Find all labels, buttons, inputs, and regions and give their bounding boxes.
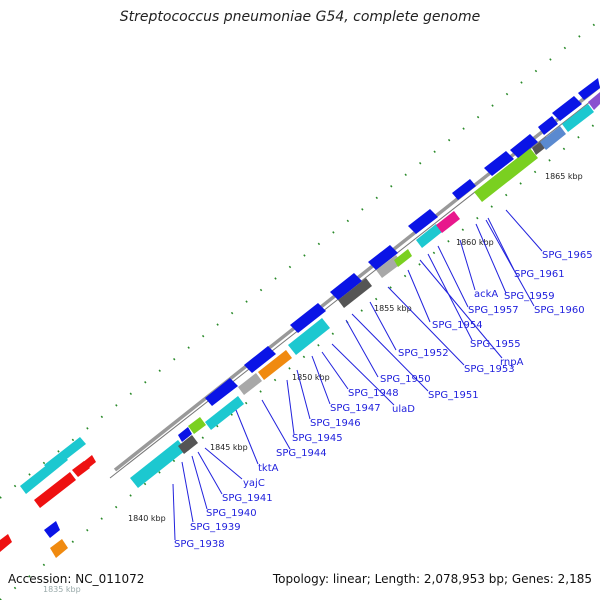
gene-upper: [205, 396, 244, 430]
gene-upper: [394, 249, 412, 267]
gene-labels: SPG_1938 SPG_1939 SPG_1940 SPG_1941 yajC…: [174, 250, 593, 550]
gene-label: SPG_1945: [292, 433, 343, 444]
gene-label: SPG_1965: [542, 250, 593, 261]
gene-label: rnpA: [500, 357, 524, 368]
gene-label: SPG_1953: [464, 364, 515, 375]
gene-label: yajC: [243, 478, 265, 489]
gene-label: SPG_1941: [222, 493, 273, 504]
gene-upper: [178, 427, 192, 442]
gene-blue: [578, 78, 600, 100]
gene-label: tktA: [258, 463, 279, 474]
gene-upper: [34, 472, 76, 508]
gene-blue: [510, 134, 538, 158]
gene-upper: [562, 104, 594, 132]
gene-label: SPG_1955: [470, 339, 521, 350]
upper-track: [20, 92, 600, 508]
gene-label: SPG_1959: [504, 291, 555, 302]
gene-upper: [588, 92, 600, 110]
gene-upper: [238, 373, 262, 395]
leader-lines: [172, 209, 543, 541]
gene-label: SPG_1951: [428, 390, 479, 401]
gene-upper: [540, 126, 566, 150]
tick-label: 1850 kbp: [292, 373, 330, 382]
summary-text: Topology: linear; Length: 2,078,953 bp; …: [272, 572, 592, 586]
tick-label: 1860 kbp: [456, 238, 494, 247]
gene-label: ulaD: [392, 404, 415, 415]
gene-blue: [552, 96, 582, 121]
gene-label: SPG_1960: [534, 305, 585, 316]
gene-upper: [258, 350, 292, 380]
tick-label: 1845 kbp: [210, 443, 248, 452]
gene-label: SPG_1947: [330, 403, 381, 414]
gene-upper: [416, 224, 442, 248]
dot-row-upper: [0, 19, 600, 499]
tick-label: 1855 kbp: [374, 304, 412, 313]
gene-blue: [330, 273, 362, 300]
gene-upper: [188, 417, 206, 434]
blue-track: [0, 78, 600, 558]
gene-label: SPG_1961: [514, 269, 565, 280]
gene-blue: [50, 539, 68, 558]
gene-blue: [290, 303, 326, 333]
tick-label: 1840 kbp: [128, 514, 166, 523]
gene-blue: [484, 151, 514, 176]
gene-blue: [368, 245, 398, 270]
gene-upper: [474, 148, 538, 202]
gene-label: SPG_1944: [276, 448, 327, 459]
gene-label: SPG_1948: [348, 388, 399, 399]
gene-label: SPG_1950: [380, 374, 431, 385]
gene-upper: [44, 437, 86, 472]
gene-label: SPG_1957: [468, 305, 519, 316]
gene-upper: [178, 435, 198, 454]
map-title: Streptococcus pneumoniae G54, complete g…: [119, 9, 481, 25]
gene-label: SPG_1954: [432, 320, 483, 331]
gene-upper: [288, 318, 330, 355]
gene-label: SPG_1940: [206, 508, 257, 519]
tick-label: 1835 kbp: [43, 585, 81, 594]
gene-label: SPG_1939: [190, 522, 241, 533]
gene-blue: [408, 209, 438, 234]
gene-upper: [436, 211, 460, 233]
gene-label: SPG_1952: [398, 348, 449, 359]
tick-labels: 1835 kbp 1840 kbp 1845 kbp 1850 kbp 1855…: [43, 172, 583, 594]
gene-upper: [338, 278, 372, 308]
gene-blue: [0, 534, 12, 552]
gene-upper: [130, 440, 186, 488]
gene-upper: [82, 455, 96, 470]
gene-blue: [538, 116, 558, 135]
gene-blue: [452, 179, 476, 200]
gene-label: ackA: [474, 289, 498, 300]
gene-blue: [44, 521, 60, 538]
accession-text: Accession: NC_011072: [8, 572, 145, 586]
gene-label: SPG_1946: [310, 418, 361, 429]
gene-blue: [244, 346, 276, 373]
tick-label: 1865 kbp: [545, 172, 583, 181]
gene-label: SPG_1938: [174, 539, 225, 550]
gene-blue: [205, 378, 238, 406]
